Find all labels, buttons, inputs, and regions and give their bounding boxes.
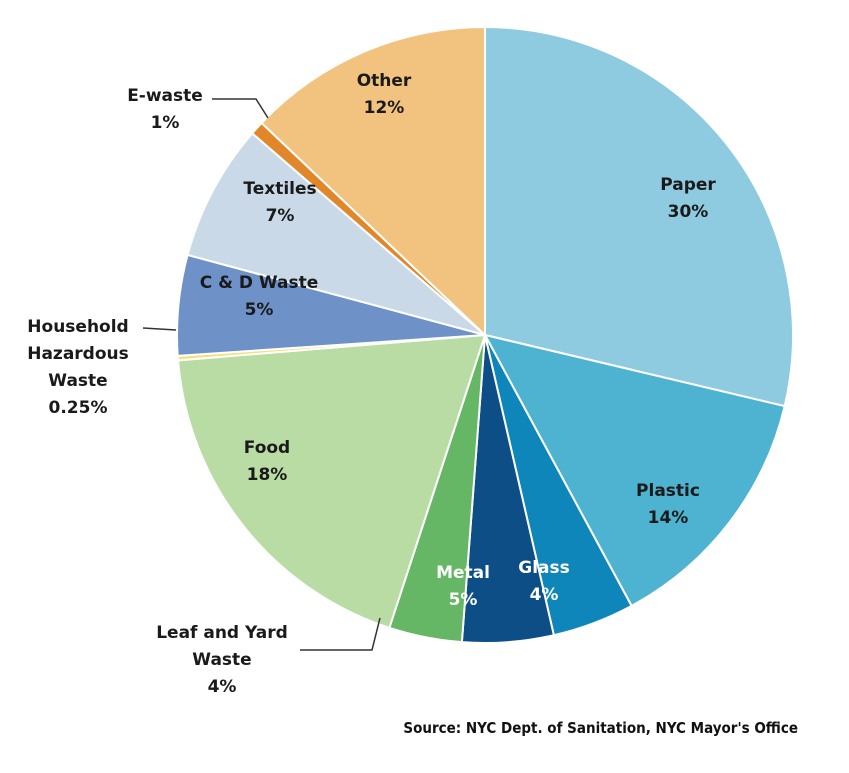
leader-line-e-waste (212, 98, 269, 119)
pie-slice-other (260, 25, 486, 338)
slice-label-e-waste: E-waste 1% (127, 86, 203, 133)
pie-slice-paper (484, 25, 794, 408)
pie-slice-food (176, 333, 487, 630)
slice-label-plastic: Plastic 14% (636, 481, 700, 528)
leader-lines (142, 98, 381, 651)
pie-slice-textiles (186, 131, 486, 336)
slice-label-c-d-waste: C & D Waste 5% (200, 273, 319, 320)
slice-label-textiles: Textiles 7% (243, 179, 316, 226)
slice-label-food: Food 18% (244, 438, 290, 485)
slice-labels: Paper 30% Plastic 14% Glass 4% Metal 5% Leaf and… (27, 71, 716, 697)
pie-slices (176, 25, 794, 644)
slice-label-metal: Metal 5% (436, 563, 490, 610)
slice-label-leaf-and-yard-waste: Leaf and Yard Waste 4% (156, 623, 288, 697)
leader-line-leaf-and-yard-waste (300, 617, 381, 651)
pie-slice-plastic (483, 333, 786, 608)
slice-label-household-hazardous-waste: Household Hazardous Waste 0.25% (27, 317, 129, 418)
slice-label-glass: Glass 4% (518, 558, 570, 605)
slice-label-other: Other 12% (357, 71, 412, 118)
source-note: Source: NYC Dept. of Sanitation, NYC May… (403, 719, 798, 737)
leader-line-household-hazardous-waste (142, 327, 177, 331)
slice-label-paper: Paper 30% (660, 175, 716, 222)
